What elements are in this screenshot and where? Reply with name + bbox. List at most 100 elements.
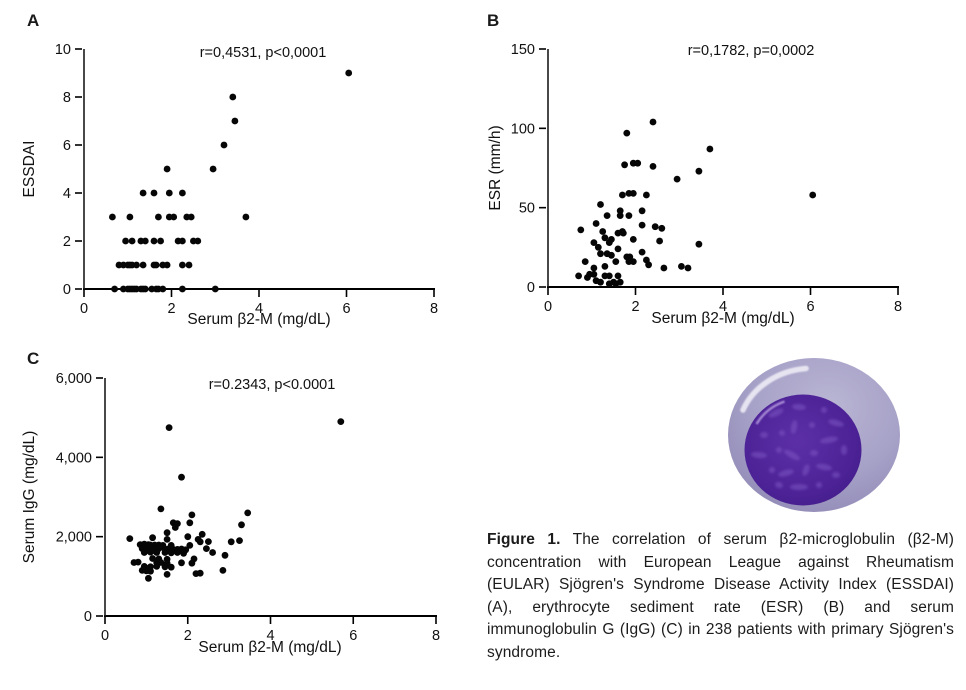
y-tick-label: 8: [63, 90, 71, 106]
y-tick-label: 0: [63, 282, 71, 298]
x-axis-label: Serum β2-M (mg/dL): [651, 310, 794, 327]
data-point: [614, 272, 622, 280]
data-point: [599, 228, 607, 235]
data-point: [150, 237, 158, 245]
data-point: [153, 549, 161, 556]
cell-highlight: [740, 365, 809, 413]
data-point: [629, 190, 637, 197]
data-point: [337, 418, 345, 425]
figure-caption-label: Figure 1.: [487, 531, 561, 548]
data-point: [211, 285, 219, 293]
data-point: [656, 237, 663, 245]
data-point: [188, 511, 196, 519]
figure-caption-text: The correlation of serum β2-microglobuli…: [487, 531, 954, 661]
data-point: [205, 538, 212, 545]
data-point: [605, 239, 613, 247]
data-point: [174, 549, 181, 556]
scatter-plot-A: 0 2 4 6 8 0 2 4 6 8 10 r=0,4531, p<0,0001 Serum β2-M…: [21, 42, 438, 328]
x-tick-label: 4: [719, 299, 727, 315]
data-point: [185, 261, 193, 269]
figure-caption: Figure 1. The correlation of serum β2-mi…: [487, 529, 954, 664]
data-point: [660, 264, 668, 272]
data-point: [231, 117, 239, 125]
scatter-plot-C: 0 2 4 6 8 0 2,000 4,000 6,000 r=0.2343, p<0.0001 S…: [21, 371, 440, 656]
y-tick-label: 10: [55, 42, 71, 58]
data-point: [209, 549, 217, 556]
data-point: [122, 237, 129, 245]
data-point: [167, 549, 175, 557]
data-point: [614, 245, 622, 253]
data-point: [153, 563, 161, 570]
data-point: [673, 175, 681, 183]
data-point: [178, 473, 185, 481]
data-point: [229, 93, 237, 101]
chromatin-texture: [751, 403, 847, 490]
y-axis-label: ESSDAI: [21, 141, 38, 198]
data-point: [157, 505, 165, 513]
data-point: [590, 270, 598, 278]
data-point: [165, 189, 173, 197]
x-tick-label: 4: [266, 628, 274, 644]
x-tick-label: 0: [544, 299, 552, 315]
x-tick-label: 2: [184, 628, 192, 644]
data-point: [645, 261, 652, 269]
data-point: [575, 272, 582, 280]
data-point: [629, 236, 637, 243]
data-point: [601, 263, 609, 270]
x-tick-label: 6: [342, 301, 350, 317]
y-axis-label: Serum IgG (mg/dL): [21, 431, 38, 564]
data-point: [638, 221, 646, 229]
data-point: [597, 278, 604, 286]
y-tick-label: 2: [63, 234, 71, 250]
data-point: [186, 519, 194, 527]
data-point: [220, 141, 228, 149]
data-point: [634, 159, 642, 167]
data-point: [179, 189, 186, 197]
y-tick-label: 6: [63, 138, 71, 154]
data-point: [203, 545, 210, 552]
x-tick-label: 8: [894, 299, 902, 315]
data-point: [597, 201, 604, 208]
data-point: [706, 145, 714, 153]
data-point: [209, 165, 217, 173]
x-axis-label: Serum β2-M (mg/dL): [187, 311, 330, 328]
data-point: [616, 278, 624, 286]
data-point: [178, 559, 185, 567]
correlation-annotation: r=0,1782, p=0,0002: [688, 43, 815, 59]
data-point: [601, 234, 609, 242]
panel-label-a: A: [27, 11, 40, 30]
data-point: [111, 285, 118, 293]
data-point: [590, 239, 598, 247]
data-point: [651, 223, 659, 231]
data-point: [126, 535, 134, 542]
data-point: [163, 261, 171, 269]
x-tick-label: 8: [430, 301, 438, 317]
data-point: [345, 69, 353, 77]
data-point: [155, 213, 162, 221]
data-point: [581, 258, 589, 265]
data-point: [616, 212, 624, 220]
data-point: [623, 129, 631, 137]
y-tick-label: 4,000: [56, 450, 92, 466]
data-point: [629, 258, 637, 265]
data-point: [619, 191, 626, 199]
data-point: [590, 264, 598, 272]
data-point: [227, 538, 235, 546]
data-point: [150, 189, 158, 197]
data-point: [179, 237, 186, 245]
data-point: [128, 237, 136, 245]
panel-label-c: C: [27, 349, 40, 368]
data-point: [638, 248, 646, 256]
y-tick-label: 4: [63, 186, 71, 202]
data-point: [163, 165, 171, 173]
data-point: [180, 549, 188, 557]
data-point: [187, 213, 195, 221]
data-point: [165, 424, 173, 431]
y-axis-label: ESR (mm/h): [487, 125, 504, 210]
y-tick-label: 6,000: [56, 371, 92, 387]
x-tick-label: 2: [167, 301, 175, 317]
data-point: [695, 167, 703, 175]
data-point: [198, 530, 206, 538]
data-point: [184, 533, 192, 541]
